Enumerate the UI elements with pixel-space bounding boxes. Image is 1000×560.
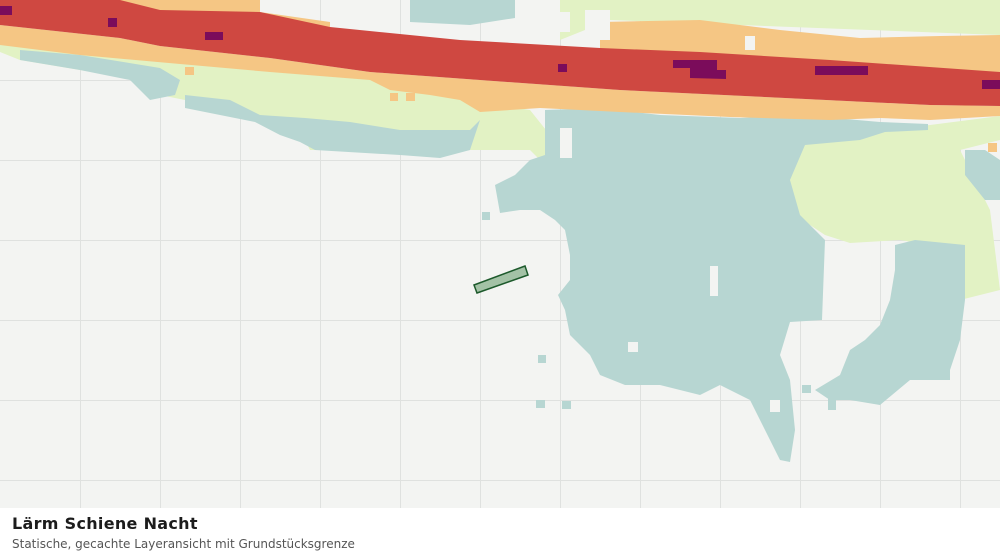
map-subtitle: Statische, gecachte Layeransicht mit Gru… xyxy=(12,537,355,551)
map-title: Lärm Schiene Nacht xyxy=(12,514,198,533)
noise-zone-very-high xyxy=(0,6,1000,89)
noise-zone-high xyxy=(0,0,1000,106)
map xyxy=(0,0,1000,508)
caption: Lärm Schiene Nacht Statische, gecachte L… xyxy=(0,508,1000,560)
map-gaps xyxy=(520,0,780,412)
parcel-boundary xyxy=(473,265,529,294)
